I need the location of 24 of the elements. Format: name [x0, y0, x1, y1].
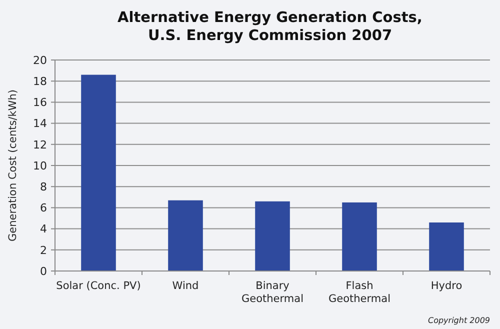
- y-tick-label: 12: [33, 138, 47, 152]
- x-tick-label: Binary Geothermal: [242, 280, 304, 305]
- y-tick-label: 18: [33, 74, 47, 88]
- y-tick-label: 8: [40, 180, 47, 194]
- bar: [81, 74, 116, 271]
- bar: [429, 222, 464, 271]
- x-tick-label: Wind: [172, 280, 199, 292]
- x-tick-label: Solar (Conc. PV): [56, 280, 141, 292]
- bar: [255, 201, 290, 271]
- y-tick-label: 20: [33, 54, 47, 67]
- chart-title: Alternative Energy Generation Costs, U.S. Energy Commission 2007: [118, 10, 422, 44]
- y-tick-label: 0: [40, 264, 47, 278]
- y-axis-title: Generation Cost (cents/kWh): [7, 90, 19, 242]
- text: Copyright 2009: [428, 316, 490, 325]
- y-tick-label: 4: [40, 222, 47, 236]
- y-tick-label: 2: [40, 244, 47, 257]
- y-tick-label: 14: [33, 117, 47, 130]
- y-tick-label: 16: [33, 96, 47, 110]
- bar: [168, 200, 203, 271]
- y-tick-label: 6: [40, 202, 47, 215]
- bar: [342, 202, 377, 271]
- y-tick-label: 10: [33, 159, 47, 172]
- x-tick-label: Flash Geothermal: [328, 280, 390, 305]
- x-tick-label: Hydro: [430, 280, 462, 292]
